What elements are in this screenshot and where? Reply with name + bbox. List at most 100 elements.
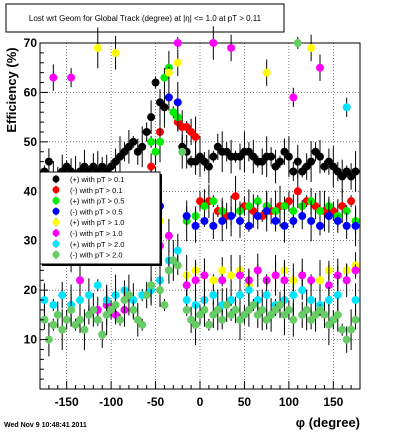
legend-marker [52,218,60,226]
data-point [204,162,213,171]
x-tick-label: 150 [323,395,343,409]
data-point [307,43,316,52]
data-point [151,78,160,87]
legend-marker [52,229,60,237]
data-point [111,300,120,309]
data-point [116,315,124,324]
data-point [147,162,156,171]
data-point [129,137,138,146]
y-tick-label: 30 [24,234,38,248]
data-point [40,315,49,324]
data-point [307,276,316,285]
y-tick-label: 70 [24,36,38,50]
data-point [227,212,236,220]
legend-marker [52,251,60,259]
data-point [351,167,360,176]
data-point [347,325,356,334]
data-point [289,291,298,300]
legend-label: (-) with pT > 0.5 [70,207,123,216]
data-point [316,63,324,72]
data-point [289,207,298,216]
data-point [289,93,298,102]
data-point [236,271,244,280]
data-point [98,330,107,339]
legend-marker [52,240,60,248]
data-point [76,276,84,285]
legend: (+) with pT > 0.1 (-) with pT > 0.1 (+) wi… [39,171,162,266]
data-point [231,305,240,314]
data-point [320,310,329,319]
data-point [284,305,293,314]
data-point [267,152,276,161]
data-point [218,216,227,225]
data-point [262,207,271,216]
data-point [191,132,200,141]
data-point [258,305,267,314]
data-point [253,266,262,275]
x-tick-label: 0 [197,395,204,409]
data-point [307,216,316,225]
data-point [129,305,138,314]
data-point [173,39,182,47]
data-point [204,320,213,329]
data-point [289,216,298,225]
x-tick-label: -150 [55,395,79,409]
data-point [209,197,218,206]
data-point [244,221,253,230]
data-point [142,127,151,136]
data-point [351,221,360,230]
legend-marker [52,207,60,215]
data-point [93,315,102,324]
data-point [160,300,169,309]
data-point [333,216,342,225]
data-point [147,281,156,290]
data-point [307,296,316,305]
x-tick-label: 50 [238,395,252,409]
data-point [236,216,244,225]
data-point [342,207,351,216]
data-point [342,276,351,285]
data-point [200,202,209,211]
legend-label: (+) with pT > 0.1 [70,175,124,184]
data-point [262,68,271,77]
data-point [151,147,160,156]
data-point [342,221,351,230]
data-point [244,286,253,295]
data-point [191,320,200,329]
data-point [58,325,67,334]
data-point [244,202,253,211]
data-point [49,320,58,329]
data-point [271,271,280,280]
data-point [280,221,289,230]
data-point [227,271,236,280]
data-point [173,98,182,107]
data-point [271,207,280,216]
data-point [62,315,71,324]
legend-label: (-) with pT > 2.0 [70,251,123,260]
data-point [182,281,191,290]
data-point [147,113,156,122]
x-tick-label: -100 [99,395,123,409]
data-point [138,320,147,329]
data-point [147,137,156,146]
y-tick-label: 60 [24,85,38,99]
data-point [156,137,164,146]
data-point [276,300,284,309]
data-point [80,325,89,334]
data-point [351,266,360,275]
data-point [40,296,49,305]
title-box: Lost wrt Geom for Global Track (degree) … [5,3,285,33]
data-point [316,276,324,285]
series-group [40,37,360,357]
data-point [164,266,173,275]
data-point [89,305,98,314]
legend-label: (+) with pT > 2.0 [70,240,124,249]
data-point [289,315,298,324]
data-point [93,281,102,290]
data-point [124,291,133,300]
data-point [173,261,182,270]
data-point [44,157,53,166]
data-point [209,291,218,300]
data-point [178,147,187,156]
